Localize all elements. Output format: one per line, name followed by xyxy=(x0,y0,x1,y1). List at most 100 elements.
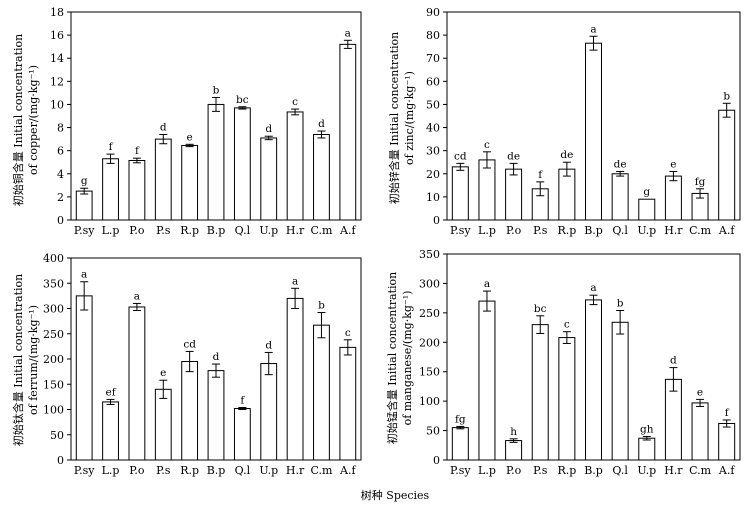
y-axis-title-line2: of copper/(mg·kg⁻¹) xyxy=(27,65,40,175)
significance-letter: a xyxy=(590,282,596,294)
significance-letter: d xyxy=(160,121,167,133)
bar xyxy=(611,173,629,221)
x-tick-label: A.f xyxy=(339,224,356,237)
x-tick-label: P.sy xyxy=(450,224,471,237)
significance-letter: a xyxy=(81,269,87,281)
x-tick-label: P.s xyxy=(533,224,548,237)
significance-letter: h xyxy=(510,426,517,438)
y-tick-label: 18 xyxy=(50,6,64,19)
x-tick-label: P.sy xyxy=(450,464,471,477)
y-tick-label: 4 xyxy=(57,168,64,181)
y-axis-title-line1: 初始钛含量 Initial concentration xyxy=(11,274,25,446)
x-tick-label: A.f xyxy=(718,224,735,237)
x-tick-label: C.m xyxy=(310,224,333,237)
y-tick-label: 100 xyxy=(419,395,440,408)
y-axis-title-line2: of ferrum/(mg·kg⁻¹) xyxy=(27,305,40,415)
y-axis-title-line1: 初始铜含量 Initial concentration xyxy=(11,34,25,206)
x-tick-label: R.p xyxy=(557,464,576,477)
x-tick-label: A.f xyxy=(718,464,735,477)
significance-letter: a xyxy=(484,278,490,290)
x-tick-label: U.p xyxy=(259,224,278,237)
y-axis-title-line1: 初始锌含量 Initial concentration xyxy=(387,32,401,204)
bar xyxy=(585,299,602,461)
bar xyxy=(75,190,93,221)
y-tick-label: 30 xyxy=(426,145,440,158)
significance-letter: d xyxy=(670,355,677,367)
x-tick-label: P.s xyxy=(156,464,171,477)
bar xyxy=(638,437,656,461)
significance-letter: e xyxy=(160,367,166,379)
y-tick-label: 100 xyxy=(43,404,64,417)
significance-letter: d xyxy=(265,123,272,135)
significance-letter: gh xyxy=(640,423,654,435)
y-tick-label: 0 xyxy=(433,454,440,467)
significance-letter: e xyxy=(187,131,193,143)
significance-letter: a xyxy=(134,290,140,302)
bar xyxy=(505,440,523,461)
bar xyxy=(102,401,119,461)
x-tick-label: P.s xyxy=(156,224,171,237)
y-tick-label: 8 xyxy=(57,122,64,135)
significance-letter: f xyxy=(109,141,114,153)
x-tick-label: U.p xyxy=(637,224,656,237)
bar xyxy=(611,321,629,461)
x-tick-label: H.r xyxy=(286,224,305,237)
significance-letter: fg xyxy=(695,176,706,188)
significance-letter: d xyxy=(318,118,325,130)
bar xyxy=(128,159,146,221)
x-tick-label: U.p xyxy=(637,464,656,477)
significance-letter: b xyxy=(723,90,730,102)
significance-letter: e xyxy=(697,386,703,398)
y-tick-label: 350 xyxy=(419,248,440,261)
x-tick-label: P.o xyxy=(129,464,145,477)
significance-letter: c xyxy=(564,319,570,331)
x-tick-label: B.p xyxy=(584,464,603,477)
x-tick-label: L.p xyxy=(478,464,496,477)
x-tick-label: A.f xyxy=(339,464,356,477)
significance-letter: b xyxy=(318,300,325,312)
bar xyxy=(664,175,682,221)
bar xyxy=(638,198,656,221)
significance-letter: d xyxy=(213,351,220,363)
y-tick-label: 40 xyxy=(426,122,440,135)
significance-letter: bc xyxy=(534,303,547,315)
y-tick-label: 10 xyxy=(50,98,64,111)
x-tick-label: Q.l xyxy=(612,224,628,237)
y-axis-title-line1: 初始锰含量 Initial concentration xyxy=(385,272,399,444)
y-tick-label: 200 xyxy=(43,353,64,366)
x-tick-label: R.p xyxy=(180,464,199,477)
y-tick-label: 0 xyxy=(433,214,440,227)
significance-letter: f xyxy=(135,145,140,157)
y-tick-label: 10 xyxy=(426,191,440,204)
bar xyxy=(718,109,736,221)
significance-letter: b xyxy=(617,298,624,310)
y-tick-label: 16 xyxy=(50,29,64,42)
x-tick-label: Q.l xyxy=(612,464,628,477)
x-tick-label: U.p xyxy=(259,464,278,477)
y-tick-label: 300 xyxy=(43,303,64,316)
bar xyxy=(207,370,225,461)
bar xyxy=(585,42,602,221)
significance-letter: cd xyxy=(454,150,467,162)
bar xyxy=(286,297,304,461)
x-tick-label: B.p xyxy=(584,224,603,237)
x-tick-label: B.p xyxy=(207,224,226,237)
chart-panel-ferrum: 初始钛含量 Initial concentration of ferrum/(m… xyxy=(11,252,362,477)
bar xyxy=(313,324,330,461)
y-tick-label: 0 xyxy=(57,454,64,467)
y-axis-title-line2: of manganese/(mg·kg⁻¹) xyxy=(401,291,414,426)
significance-letter: c xyxy=(484,139,490,151)
bar xyxy=(478,300,496,461)
significance-letter: b xyxy=(213,85,220,97)
x-tick-label: C.m xyxy=(310,464,333,477)
x-tick-label: P.o xyxy=(129,224,145,237)
x-tick-label: L.p xyxy=(478,224,496,237)
bar xyxy=(339,43,357,221)
y-tick-label: 20 xyxy=(426,168,440,181)
y-tick-label: 70 xyxy=(426,52,440,65)
significance-letter: f xyxy=(538,169,543,181)
x-tick-label: H.r xyxy=(664,224,683,237)
y-tick-label: 60 xyxy=(426,75,440,88)
y-tick-label: 50 xyxy=(426,98,440,111)
